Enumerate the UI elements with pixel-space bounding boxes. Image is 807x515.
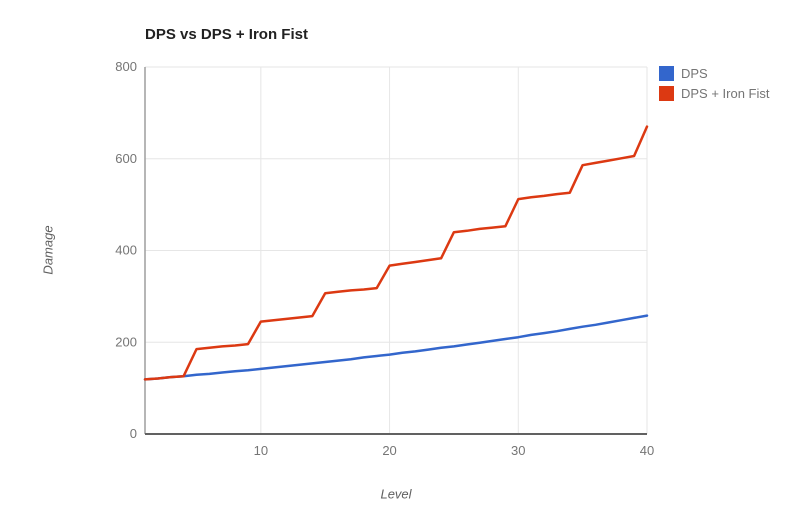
legend-item-dps-iron-fist: DPS + Iron Fist	[659, 85, 770, 101]
x-axis-title: Level	[380, 486, 412, 502]
legend-swatch-dps-iron-fist-icon	[659, 85, 674, 101]
x-tick-label: 40	[640, 443, 654, 458]
series-line-dps-iron-fist	[143, 125, 649, 381]
y-tick-label: 400	[115, 243, 137, 258]
x-tick-label: 30	[511, 443, 525, 458]
legend-swatch-dps-icon	[659, 65, 674, 81]
x-tick-label: 10	[254, 443, 268, 458]
legend: DPS DPS + Iron Fist	[659, 65, 770, 101]
legend-label-dps: DPS	[681, 65, 708, 81]
y-tick-label: 800	[115, 59, 137, 74]
y-tick-label: 0	[130, 426, 137, 441]
legend-label-dps-iron-fist: DPS + Iron Fist	[681, 85, 770, 101]
y-axis-title: Damage	[40, 225, 56, 275]
legend-item-dps: DPS	[659, 65, 770, 81]
y-tick-label: 600	[115, 151, 137, 166]
y-tick-label: 200	[115, 334, 137, 349]
x-tick-label: 20	[382, 443, 396, 458]
chart-title: DPS vs DPS + Iron Fist	[145, 26, 308, 43]
series-line-dps	[143, 314, 649, 381]
